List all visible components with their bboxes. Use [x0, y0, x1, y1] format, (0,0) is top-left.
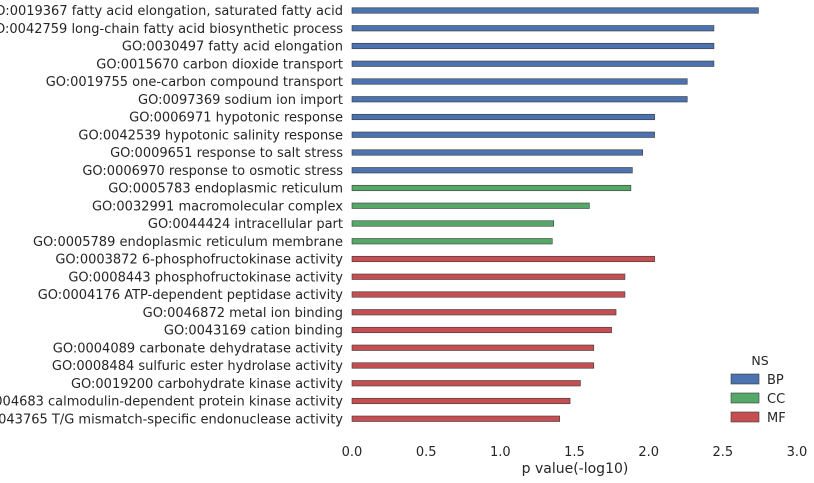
bar — [351, 380, 581, 387]
category-label: GO:0005783 endoplasmic reticulum — [108, 182, 343, 197]
category-label: GO:0015670 carbon dioxide transport — [96, 57, 343, 72]
category-label: GO:0004176 ATP-dependent peptidase activ… — [38, 288, 344, 303]
x-tick-label: 3.0 — [787, 445, 808, 460]
legend-swatch — [730, 411, 760, 423]
bar — [351, 149, 644, 156]
legend-swatch — [730, 373, 760, 385]
category-label: GO:0042539 hypotonic salinity response — [78, 128, 343, 143]
legend-title: NS — [751, 353, 768, 368]
category-label: GO:0004089 carbonate dehydratase activit… — [53, 341, 344, 356]
legend: NS BP CC MF — [730, 353, 786, 426]
bar — [351, 42, 715, 50]
category-label: GO:0006971 hypotonic response — [129, 111, 343, 126]
bar — [351, 273, 626, 280]
bar — [351, 397, 571, 405]
bar — [351, 309, 617, 316]
legend-label: BP — [767, 373, 784, 388]
bars-group — [351, 7, 759, 422]
bar — [351, 326, 612, 334]
bar — [351, 255, 655, 263]
bar — [351, 25, 715, 32]
bar — [351, 202, 590, 209]
bar — [351, 238, 553, 245]
category-label: GO:0032991 macromolecular complex — [92, 199, 343, 214]
category-label: GO:0005789 endoplasmic reticulum membran… — [33, 235, 343, 250]
bar — [351, 113, 655, 121]
legend-label: MF — [767, 411, 786, 426]
bar — [351, 362, 595, 369]
category-label: GO:0008484 sulfuric ester hydrolase acti… — [52, 359, 343, 374]
bar — [351, 167, 633, 174]
legend-swatch — [730, 392, 760, 404]
bar — [351, 415, 560, 422]
category-label: GO:0019755 one-carbon compound transport — [46, 75, 343, 90]
x-axis-title: p value(-log10) — [522, 461, 629, 477]
x-tick-label: 0.5 — [416, 445, 437, 460]
category-label: GO:0043169 cation binding — [164, 324, 343, 339]
category-label: GO:0009651 response to salt stress — [110, 146, 343, 161]
legend-label: CC — [767, 392, 785, 407]
category-label: GO:0019367 fatty acid elongation, satura… — [0, 4, 343, 19]
category-label: GO:0044424 intracellular part — [148, 217, 343, 232]
bar — [351, 131, 655, 138]
bar — [351, 220, 555, 227]
bar — [351, 7, 759, 14]
category-label: GO:0043765 T/G mismatch-specific endonuc… — [0, 412, 343, 427]
category-label: GO:0008443 phosphofructokinase activity — [68, 270, 343, 285]
bar — [351, 96, 688, 103]
category-labels: GO:0019367 fatty acid elongation, satura… — [0, 4, 343, 427]
bar — [351, 60, 715, 67]
x-tick-label: 1.0 — [490, 445, 511, 460]
x-axis-ticks: 0.0 0.5 1.0 1.5 2.0 2.5 3.0 — [342, 445, 808, 460]
category-label: GO:0042759 long-chain fatty acid biosynt… — [0, 22, 343, 37]
bar — [351, 78, 688, 85]
x-tick-label: 0.0 — [342, 445, 363, 460]
category-label: GO:0046872 metal ion binding — [143, 306, 343, 321]
x-tick-label: 2.0 — [638, 445, 659, 460]
x-tick-label: 2.5 — [712, 445, 733, 460]
category-label: GO:0019200 carbohydrate kinase activity — [71, 377, 343, 392]
bar — [351, 344, 595, 351]
category-label: GO:0006970 response to osmotic stress — [82, 164, 343, 179]
category-label: GO:0097369 sodium ion import — [138, 93, 343, 108]
category-label: GO:0004683 calmodulin-dependent protein … — [0, 395, 343, 410]
category-label: GO:0030497 fatty acid elongation — [122, 40, 343, 55]
x-tick-label: 1.5 — [564, 445, 585, 460]
bar — [351, 184, 632, 192]
category-label: GO:0003872 6-phosphofructokinase activit… — [55, 253, 343, 268]
bar — [351, 291, 626, 298]
